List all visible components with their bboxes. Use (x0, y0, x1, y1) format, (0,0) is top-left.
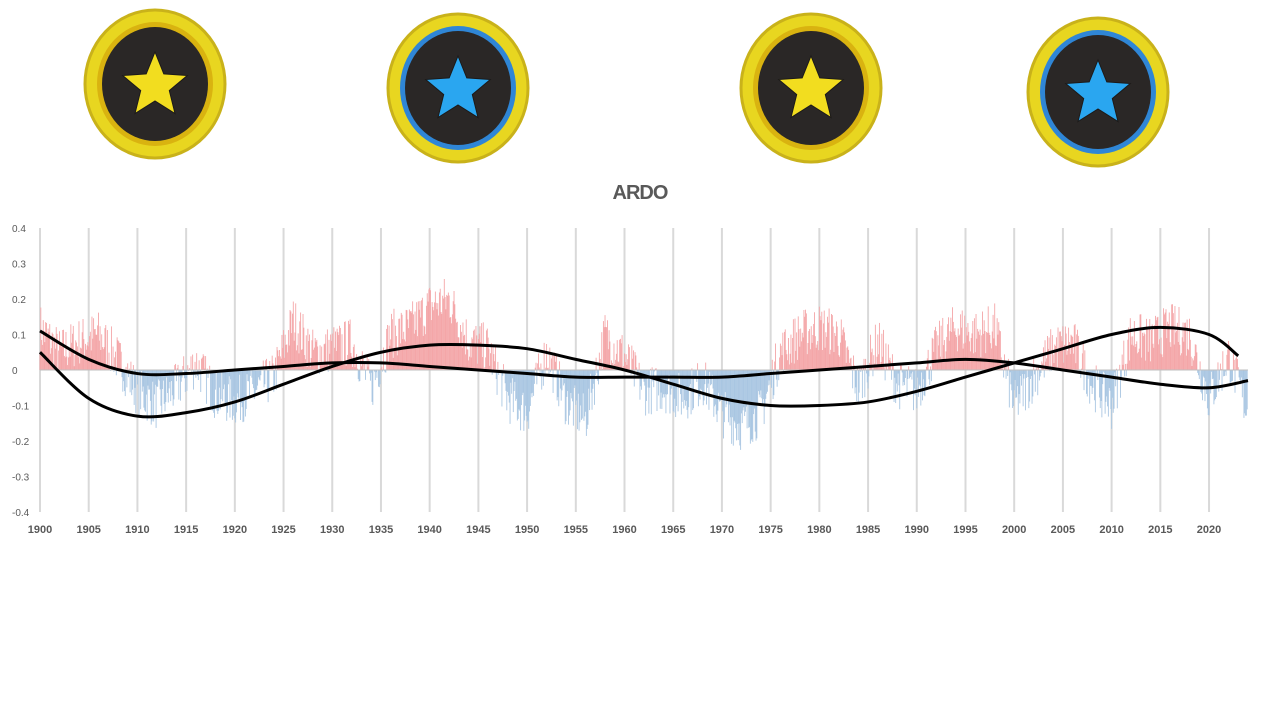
x-tick-label: 2005 (1051, 524, 1075, 536)
gold-star-badge (82, 6, 232, 171)
x-tick-label: 1930 (320, 524, 344, 536)
x-tick-label: 2020 (1197, 524, 1221, 536)
x-tick-label: 1975 (758, 524, 782, 536)
blue-star-badge (385, 10, 535, 175)
x-tick-label: 1940 (417, 524, 441, 536)
x-tick-label: 1970 (710, 524, 734, 536)
gold-star-badge-graphic (739, 12, 883, 164)
y-tick-label: 0.2 (12, 295, 26, 306)
chart-title: ARDO (612, 182, 669, 204)
x-tick-label: 1935 (369, 524, 393, 536)
x-tick-label: 2000 (1002, 524, 1026, 536)
x-tick-label: 1945 (466, 524, 490, 536)
x-tick-label: 1900 (28, 524, 52, 536)
x-tick-label: 2015 (1148, 524, 1172, 536)
blue-star-badge-graphic (1026, 16, 1170, 168)
y-tick-label: 0.4 (12, 224, 26, 235)
x-tick-label: 1985 (856, 524, 880, 536)
x-tick-label: 1905 (76, 524, 100, 536)
x-tick-label: 2010 (1099, 524, 1123, 536)
y-tick-label: -0.3 (12, 473, 30, 484)
x-tick-label: 1910 (125, 524, 149, 536)
y-tick-label: 0.3 (12, 260, 26, 271)
gold-star-badge (738, 10, 888, 175)
blue-star-badge (1025, 14, 1175, 179)
y-tick-label: -0.4 (12, 508, 30, 519)
y-tick-label: -0.2 (12, 437, 30, 448)
x-tick-label: 1950 (515, 524, 539, 536)
x-tick-label: 1965 (661, 524, 685, 536)
x-tick-label: 1955 (564, 524, 588, 536)
trend-line-2 (39, 329, 1249, 390)
y-tick-label: 0 (12, 366, 18, 377)
y-tick-label: 0.1 (12, 331, 26, 342)
blue-star-badge-graphic (386, 12, 530, 164)
badge-row (0, 0, 1280, 175)
x-tick-label: 1915 (174, 524, 198, 536)
x-tick-label: 1995 (953, 524, 977, 536)
x-tick-label: 1980 (807, 524, 831, 536)
y-tick-label: -0.1 (12, 402, 30, 413)
x-tick-label: 1960 (612, 524, 636, 536)
x-tick-label: 1990 (905, 524, 929, 536)
gold-star-badge-graphic (83, 8, 227, 160)
x-tick-label: 1920 (223, 524, 247, 536)
x-tick-label: 1925 (271, 524, 295, 536)
